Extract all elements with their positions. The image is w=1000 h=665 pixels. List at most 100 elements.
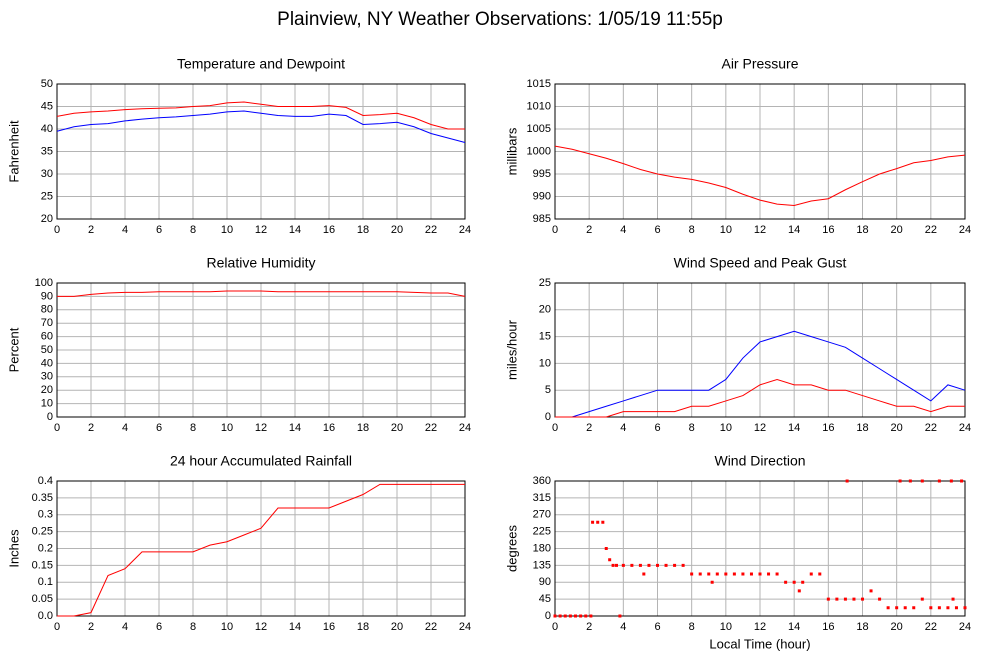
data-point <box>775 572 779 576</box>
data-point <box>963 606 967 610</box>
page-title: Plainview, NY Weather Observations: 1/05… <box>277 9 723 30</box>
x-tick-label: 14 <box>788 621 800 633</box>
x-tick-label: 24 <box>459 422 471 434</box>
x-tick-label: 22 <box>925 422 937 434</box>
x-tick-label: 10 <box>720 621 732 633</box>
y-tick-label: 0.4 <box>38 475 53 487</box>
data-point <box>601 520 605 524</box>
x-tick-label: 16 <box>822 224 834 236</box>
data-line <box>56 110 466 143</box>
data-point <box>908 479 912 483</box>
y-tick-label: 25 <box>41 190 53 202</box>
y-tick-label: 80 <box>41 304 53 316</box>
x-tick-label: 10 <box>221 422 233 434</box>
data-point <box>579 614 583 618</box>
x-tick-label: 14 <box>289 422 301 434</box>
y-tick-label: 20 <box>539 304 551 316</box>
x-tick-label: 6 <box>654 422 660 434</box>
data-point <box>604 547 608 550</box>
x-tick-label: 18 <box>856 422 868 434</box>
data-point <box>568 614 572 618</box>
data-point <box>797 589 801 593</box>
data-point <box>801 580 805 584</box>
y-tick-label: 15 <box>539 331 551 343</box>
data-line <box>57 483 465 617</box>
y-tick-label: 35 <box>41 145 53 157</box>
data-point <box>630 563 634 567</box>
data-point <box>954 606 958 610</box>
y-tick-label: 25 <box>539 277 551 289</box>
x-tick-label: 18 <box>357 224 369 236</box>
x-tick-label: 4 <box>620 422 626 434</box>
data-point <box>710 580 714 584</box>
chart-title: Air Pressure <box>721 56 798 72</box>
plot-frame <box>56 83 466 220</box>
y-axis-label: miles/hour <box>504 319 519 380</box>
data-point <box>724 572 728 576</box>
x-tick-label: 2 <box>586 422 592 434</box>
data-point <box>681 563 685 567</box>
x-tick-label: 4 <box>122 621 128 633</box>
x-tick-label: 2 <box>88 422 94 434</box>
x-tick-label: 8 <box>190 621 196 633</box>
x-tick-label: 16 <box>323 422 335 434</box>
y-tick-label: 40 <box>41 357 53 369</box>
x-tick-label: 14 <box>788 422 800 434</box>
data-point <box>664 563 668 567</box>
data-point <box>960 479 964 483</box>
x-tick-label: 4 <box>122 422 128 434</box>
plot-frame <box>554 282 966 418</box>
data-point <box>608 558 612 562</box>
y-tick-label: 135 <box>533 559 551 571</box>
data-point <box>852 597 856 601</box>
y-tick-label: 315 <box>533 492 551 504</box>
data-point <box>946 606 950 610</box>
x-tick-label: 22 <box>425 621 437 633</box>
x-tick-label: 24 <box>959 621 971 633</box>
y-axis-label: Fahrenheit <box>6 120 21 183</box>
x-tick-label: 6 <box>654 224 660 236</box>
x-tick-label: 6 <box>156 422 162 434</box>
y-tick-label: 0.3 <box>38 509 53 521</box>
y-tick-label: 0.15 <box>32 559 53 571</box>
y-tick-label: 50 <box>41 78 53 90</box>
data-line <box>57 290 466 297</box>
x-tick-label: 20 <box>891 422 903 434</box>
x-tick-label: 4 <box>620 621 626 633</box>
x-tick-label: 2 <box>586 621 592 633</box>
y-tick-label: 0.1 <box>38 576 53 588</box>
data-line <box>555 330 966 418</box>
data-point <box>642 572 646 576</box>
x-tick-label: 10 <box>221 224 233 236</box>
y-tick-label: 990 <box>533 190 551 202</box>
x-tick-label: 22 <box>925 621 937 633</box>
data-line <box>56 101 465 130</box>
x-tick-label: 24 <box>459 621 471 633</box>
x-tick-label: 0 <box>54 422 60 434</box>
x-tick-label: 20 <box>891 621 903 633</box>
x-tick-label: 18 <box>357 422 369 434</box>
data-point <box>618 614 622 618</box>
data-point <box>647 563 651 567</box>
y-tick-label: 270 <box>533 509 551 521</box>
data-point <box>563 614 567 618</box>
x-tick-label: 0 <box>552 621 558 633</box>
x-tick-label: 24 <box>459 224 471 236</box>
y-tick-label: 45 <box>539 593 551 605</box>
x-tick-label: 22 <box>425 224 437 236</box>
data-point <box>584 614 588 618</box>
data-point <box>611 563 615 567</box>
data-point <box>767 572 771 576</box>
x-tick-label: 6 <box>156 621 162 633</box>
y-tick-label: 0.0 <box>38 610 53 622</box>
data-point <box>589 614 593 618</box>
data-point <box>826 597 830 601</box>
x-tick-label: 8 <box>190 224 196 236</box>
plot-frame <box>56 282 466 418</box>
chart-title: Wind Speed and Peak Gust <box>674 255 847 271</box>
y-tick-label: 0 <box>47 411 53 423</box>
x-tick-label: 0 <box>552 422 558 434</box>
x-tick-label: 8 <box>190 422 196 434</box>
